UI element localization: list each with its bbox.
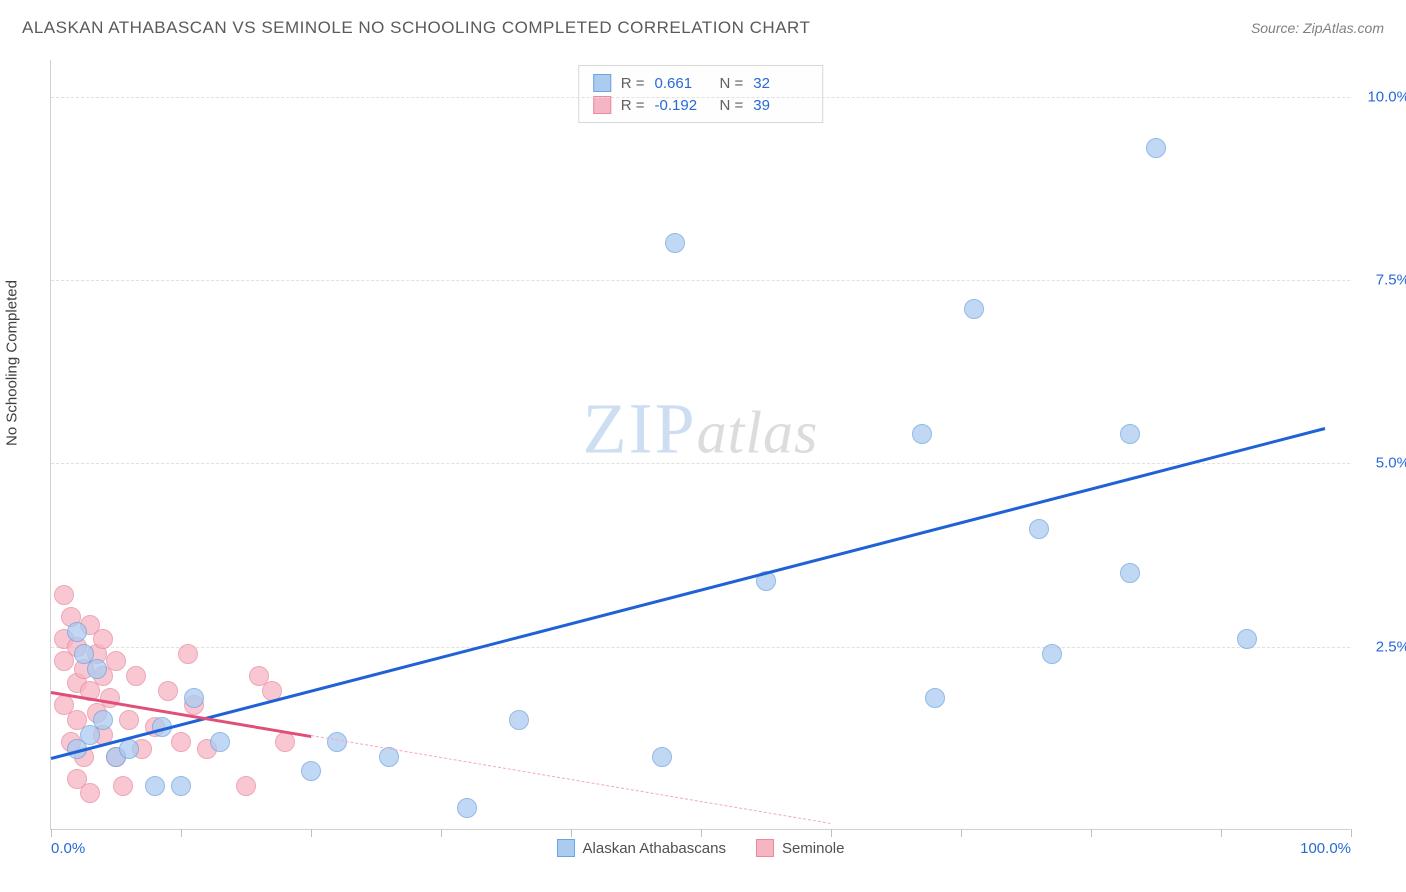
point-athabascan bbox=[119, 739, 139, 759]
point-seminole bbox=[100, 688, 120, 708]
x-tick bbox=[51, 829, 52, 837]
stats-box: R =0.661N =32R =-0.192N =39 bbox=[578, 65, 824, 123]
x-tick-label: 0.0% bbox=[51, 840, 85, 857]
point-athabascan bbox=[964, 299, 984, 319]
legend-label: Seminole bbox=[782, 840, 845, 857]
point-athabascan bbox=[652, 747, 672, 767]
point-athabascan bbox=[1120, 424, 1140, 444]
scatter-chart: ZIPatlas R =0.661N =32R =-0.192N =39 Ala… bbox=[50, 60, 1350, 830]
point-athabascan bbox=[1029, 519, 1049, 539]
point-athabascan bbox=[184, 688, 204, 708]
y-tick-label: 10.0% bbox=[1367, 88, 1406, 105]
point-seminole bbox=[54, 585, 74, 605]
point-seminole bbox=[171, 732, 191, 752]
point-seminole bbox=[93, 629, 113, 649]
point-athabascan bbox=[665, 233, 685, 253]
y-tick-label: 2.5% bbox=[1376, 638, 1406, 655]
gridline bbox=[51, 280, 1350, 281]
watermark: ZIPatlas bbox=[583, 388, 819, 471]
point-athabascan bbox=[93, 710, 113, 730]
legend-swatch bbox=[593, 74, 611, 92]
point-athabascan bbox=[925, 688, 945, 708]
point-athabascan bbox=[327, 732, 347, 752]
point-athabascan bbox=[1042, 644, 1062, 664]
point-athabascan bbox=[210, 732, 230, 752]
legend-label: Alaskan Athabascans bbox=[583, 840, 726, 857]
point-seminole bbox=[106, 651, 126, 671]
point-athabascan bbox=[301, 761, 321, 781]
legend-item: Seminole bbox=[756, 839, 845, 857]
legend-swatch bbox=[756, 839, 774, 857]
point-seminole bbox=[113, 776, 133, 796]
y-tick-label: 7.5% bbox=[1376, 272, 1406, 289]
x-tick-label: 100.0% bbox=[1300, 840, 1351, 857]
point-athabascan bbox=[509, 710, 529, 730]
x-tick bbox=[961, 829, 962, 837]
x-tick bbox=[311, 829, 312, 837]
x-tick bbox=[441, 829, 442, 837]
point-athabascan bbox=[1237, 629, 1257, 649]
point-athabascan bbox=[67, 622, 87, 642]
x-tick bbox=[831, 829, 832, 837]
y-axis-label: No Schooling Completed bbox=[4, 280, 21, 446]
y-tick-label: 5.0% bbox=[1376, 455, 1406, 472]
gridline bbox=[51, 463, 1350, 464]
trendline-athabascan bbox=[51, 427, 1326, 759]
point-athabascan bbox=[87, 659, 107, 679]
point-seminole bbox=[158, 681, 178, 701]
x-tick bbox=[181, 829, 182, 837]
point-athabascan bbox=[145, 776, 165, 796]
chart-source: Source: ZipAtlas.com bbox=[1251, 20, 1384, 36]
gridline bbox=[51, 97, 1350, 98]
x-tick bbox=[1091, 829, 1092, 837]
stats-row: R =0.661N =32 bbox=[593, 72, 809, 94]
point-athabascan bbox=[171, 776, 191, 796]
point-seminole bbox=[119, 710, 139, 730]
series-legend: Alaskan Athabascans Seminole bbox=[557, 839, 845, 857]
chart-title: ALASKAN ATHABASCAN VS SEMINOLE NO SCHOOL… bbox=[22, 18, 810, 38]
point-athabascan bbox=[1146, 138, 1166, 158]
point-athabascan bbox=[1120, 563, 1140, 583]
point-seminole bbox=[126, 666, 146, 686]
x-tick bbox=[1221, 829, 1222, 837]
point-athabascan bbox=[457, 798, 477, 818]
gridline bbox=[51, 647, 1350, 648]
legend-swatch bbox=[593, 96, 611, 114]
point-seminole bbox=[178, 644, 198, 664]
point-seminole bbox=[275, 732, 295, 752]
x-tick bbox=[701, 829, 702, 837]
point-athabascan bbox=[912, 424, 932, 444]
trendline-seminole-extrapolated bbox=[311, 735, 831, 824]
legend-item: Alaskan Athabascans bbox=[557, 839, 726, 857]
x-tick bbox=[1351, 829, 1352, 837]
legend-swatch bbox=[557, 839, 575, 857]
x-tick bbox=[571, 829, 572, 837]
point-seminole bbox=[236, 776, 256, 796]
point-seminole bbox=[80, 783, 100, 803]
